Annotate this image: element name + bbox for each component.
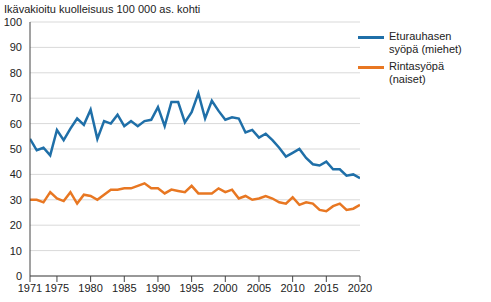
- svg-text:20: 20: [10, 219, 22, 231]
- svg-text:1971: 1971: [18, 282, 42, 294]
- svg-text:0: 0: [16, 270, 22, 282]
- html-text:Ikävakioitu kuolleisuus 100 00: Ikävakioitu kuolleisuus 100 000 as. koht…: [4, 3, 201, 15]
- html-text:Rintasyöpä (naiset): Rintasyöpä (naiset): [389, 60, 444, 85]
- svg-text:2010: 2010: [280, 282, 304, 294]
- svg-text:1990: 1990: [146, 282, 170, 294]
- svg-text:2000: 2000: [213, 282, 237, 294]
- svg-text:1995: 1995: [179, 282, 203, 294]
- svg-text:40: 40: [10, 168, 22, 180]
- svg-text:70: 70: [10, 92, 22, 104]
- svg-text:10: 10: [10, 245, 22, 257]
- html-text:Eturauhasen syöpä (miehet): Eturauhasen syöpä (miehet): [389, 30, 462, 55]
- svg-text:60: 60: [10, 118, 22, 130]
- svg-text:1985: 1985: [112, 282, 136, 294]
- svg-text:80: 80: [10, 67, 22, 79]
- svg-text:100: 100: [8, 16, 22, 28]
- svg-text:1980: 1980: [78, 282, 102, 294]
- svg-text:90: 90: [10, 41, 22, 53]
- svg-text:1975: 1975: [45, 282, 69, 294]
- svg-text:30: 30: [10, 194, 22, 206]
- svg-text:2020: 2020: [348, 282, 372, 294]
- svg-text:2015: 2015: [314, 282, 338, 294]
- svg-text:50: 50: [10, 143, 22, 155]
- svg-text:2005: 2005: [247, 282, 271, 294]
